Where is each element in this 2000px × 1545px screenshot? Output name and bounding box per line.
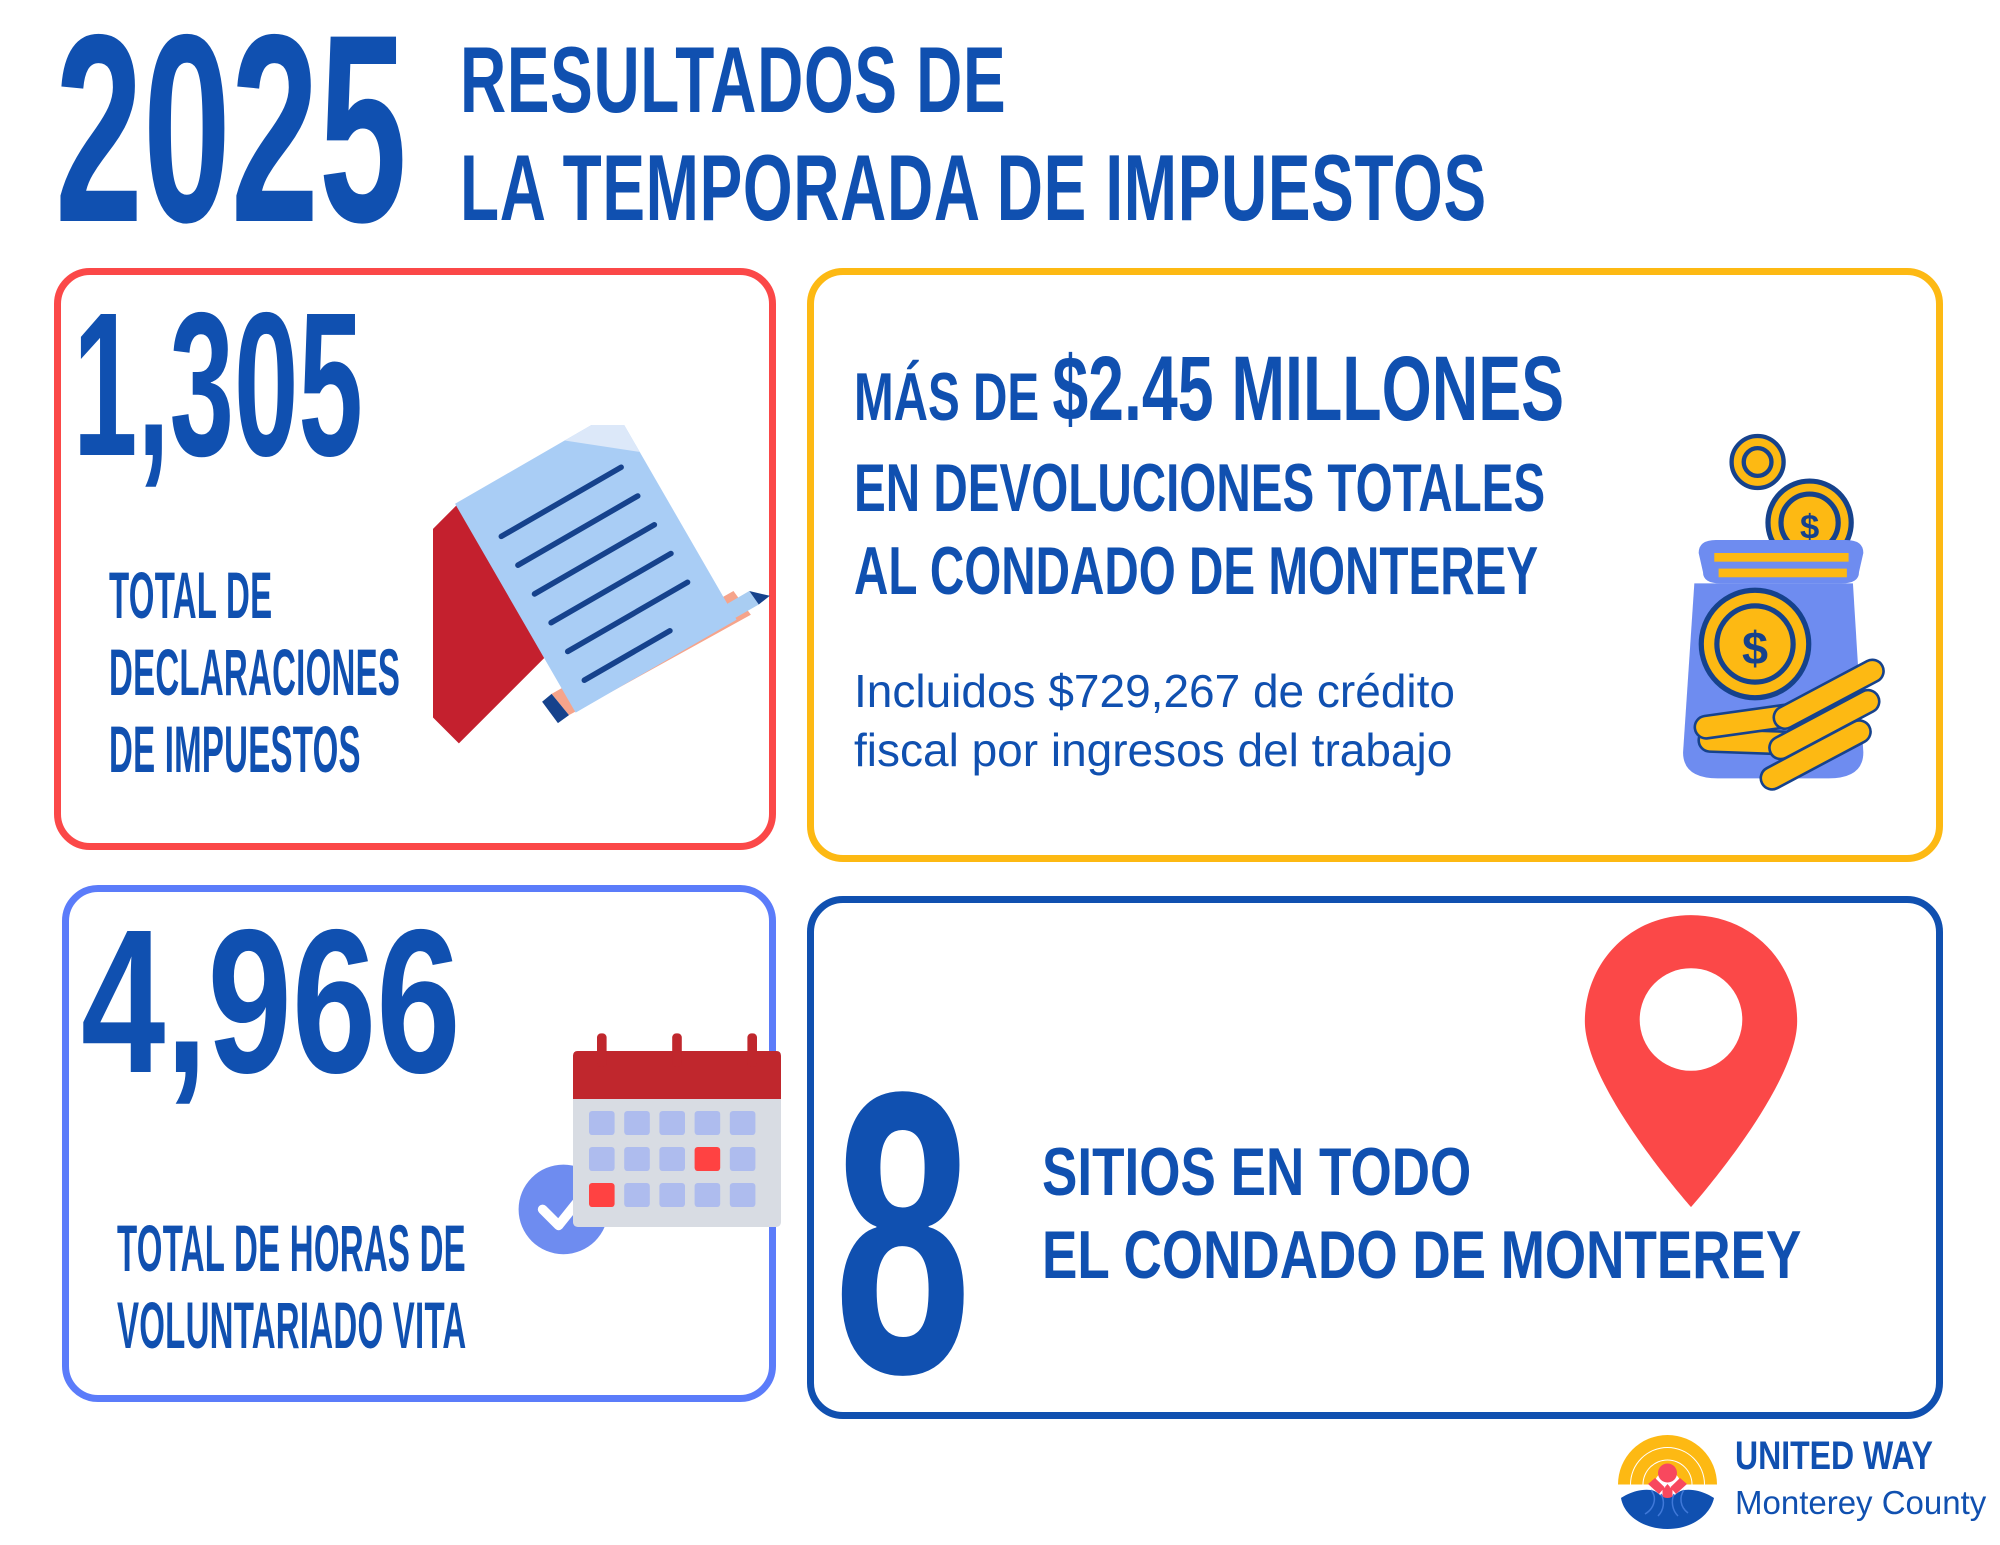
svg-text:$: $: [1742, 622, 1768, 674]
